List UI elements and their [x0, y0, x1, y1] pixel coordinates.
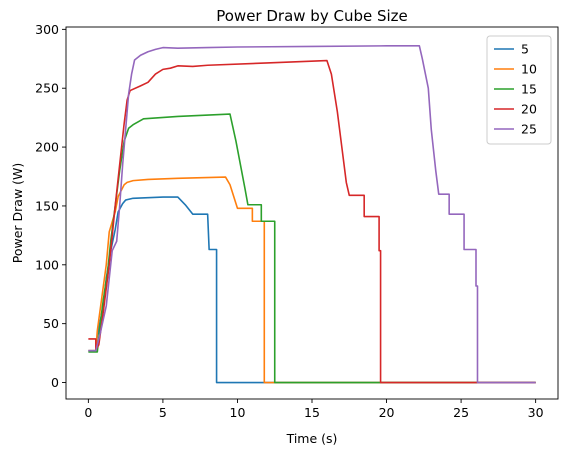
series-line-25 [88, 45, 536, 384]
x-tick-label-15: 15 [304, 405, 320, 420]
series-line-10 [88, 176, 536, 384]
legend-frame [486, 35, 552, 145]
y-tick-label-100: 100 [35, 257, 59, 272]
legend-label-25: 25 [521, 122, 537, 137]
x-axis-label: Time (s) [286, 431, 338, 446]
series-line-15 [88, 113, 536, 384]
x-tick-label-20: 20 [379, 405, 395, 420]
legend-label-5: 5 [521, 42, 529, 57]
y-tick-label-250: 250 [35, 81, 59, 96]
legend: 5 10 15 20 25 [486, 35, 552, 145]
series-layer [88, 45, 536, 384]
y-tick-label-300: 300 [35, 22, 59, 37]
legend-label-20: 20 [521, 102, 537, 117]
y-tick-label-150: 150 [35, 198, 59, 213]
x-tick-label-10: 10 [230, 405, 246, 420]
y-tick-label-200: 200 [35, 140, 59, 155]
x-tick-label-5: 5 [159, 405, 167, 420]
series-line-20 [88, 59, 536, 384]
y-tick-label-50: 50 [43, 316, 59, 331]
x-tick-label-25: 25 [453, 405, 469, 420]
chart-title: Power Draw by Cube Size [216, 7, 408, 25]
y-tick-label-0: 0 [51, 375, 59, 390]
x-tick-label-0: 0 [84, 405, 92, 420]
legend-label-15: 15 [521, 82, 537, 97]
y-axis-label: Power Draw (W) [10, 163, 25, 264]
x-tick-label-30: 30 [528, 405, 544, 420]
legend-label-10: 10 [521, 62, 537, 77]
